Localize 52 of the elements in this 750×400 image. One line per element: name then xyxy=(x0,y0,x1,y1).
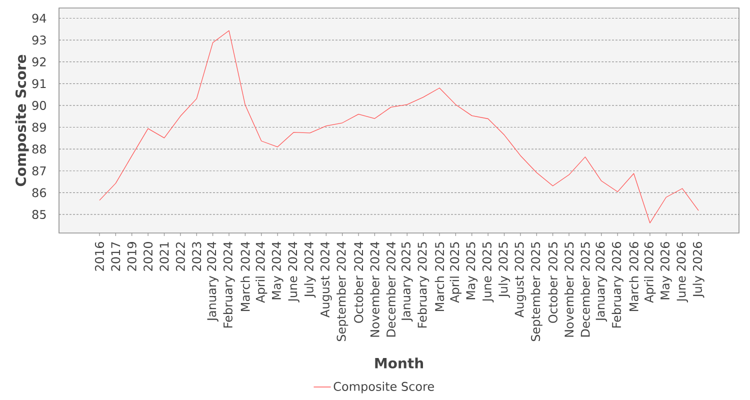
x-tick-label: May 2026 xyxy=(660,242,672,300)
x-tick-label: September 2025 xyxy=(530,242,542,342)
x-tick-label: March 2026 xyxy=(629,242,638,311)
x-tick-label: 2023 xyxy=(192,242,202,271)
x-tick-label: June 2026 xyxy=(676,242,688,302)
y-tick-label: 88 xyxy=(32,144,46,154)
x-tick-label: February 2026 xyxy=(612,242,624,328)
x-tick-label: June 2025 xyxy=(482,242,494,302)
x-tick-label: April 2025 xyxy=(450,242,462,303)
x-tick-label: March 2025 xyxy=(434,242,444,311)
x-tick-label: July 2024 xyxy=(304,242,316,298)
x-tick-label: July 2026 xyxy=(692,242,704,298)
x-tick-label: August 2025 xyxy=(514,242,526,318)
x-tick-label: November 2025 xyxy=(564,242,574,337)
y-tick-label: 89 xyxy=(32,122,46,132)
x-tick-label: May 2024 xyxy=(272,242,284,300)
y-tick-label: 91 xyxy=(32,79,46,88)
x-tick-label: 2021 xyxy=(160,242,169,271)
y-tick-label: 86 xyxy=(32,188,46,198)
x-axis-title: Month xyxy=(375,358,423,368)
legend-label: Composite Score xyxy=(334,382,434,394)
y-tick-label: 85 xyxy=(32,210,46,220)
x-tick-label: 2020 xyxy=(144,242,153,271)
x-tick-label: 2019 xyxy=(127,242,136,271)
y-tick-label: 87 xyxy=(32,166,46,176)
x-tick-label: 2016 xyxy=(94,242,104,271)
x-tick-label: April 2026 xyxy=(644,242,656,303)
y-tick-label: 90 xyxy=(32,100,46,110)
x-tick-label: January 2025 xyxy=(401,242,413,322)
x-tick-label: 2017 xyxy=(111,242,120,271)
x-tick-label: June 2024 xyxy=(288,242,300,302)
y-tick-label: 92 xyxy=(32,57,46,66)
x-tick-label: September 2024 xyxy=(336,242,348,342)
line-series xyxy=(99,30,699,224)
x-tick-label: January 2026 xyxy=(596,242,608,322)
y-axis-title: Composite Score xyxy=(15,54,29,186)
x-tick-label: April 2024 xyxy=(256,242,268,303)
x-tick-label: February 2025 xyxy=(417,242,430,328)
x-tick-label: November 2024 xyxy=(370,242,380,337)
x-tick-label: October 2024 xyxy=(354,242,364,323)
x-tick-label: February 2024 xyxy=(223,242,235,328)
x-tick-label: December 2025 xyxy=(580,242,590,337)
x-tick-label: August 2024 xyxy=(320,242,332,318)
x-tick-label: October 2025 xyxy=(548,242,558,323)
x-tick-label: December 2024 xyxy=(386,242,396,337)
x-tick-label: May 2025 xyxy=(466,242,478,300)
x-tick-label: July 2025 xyxy=(498,242,510,298)
y-tick-label: 93 xyxy=(32,36,46,45)
x-tick-label: 2022 xyxy=(176,242,185,271)
y-tick-label: 94 xyxy=(32,14,46,23)
x-tick-label: March 2024 xyxy=(240,242,250,311)
x-tick-label: January 2024 xyxy=(207,242,219,322)
